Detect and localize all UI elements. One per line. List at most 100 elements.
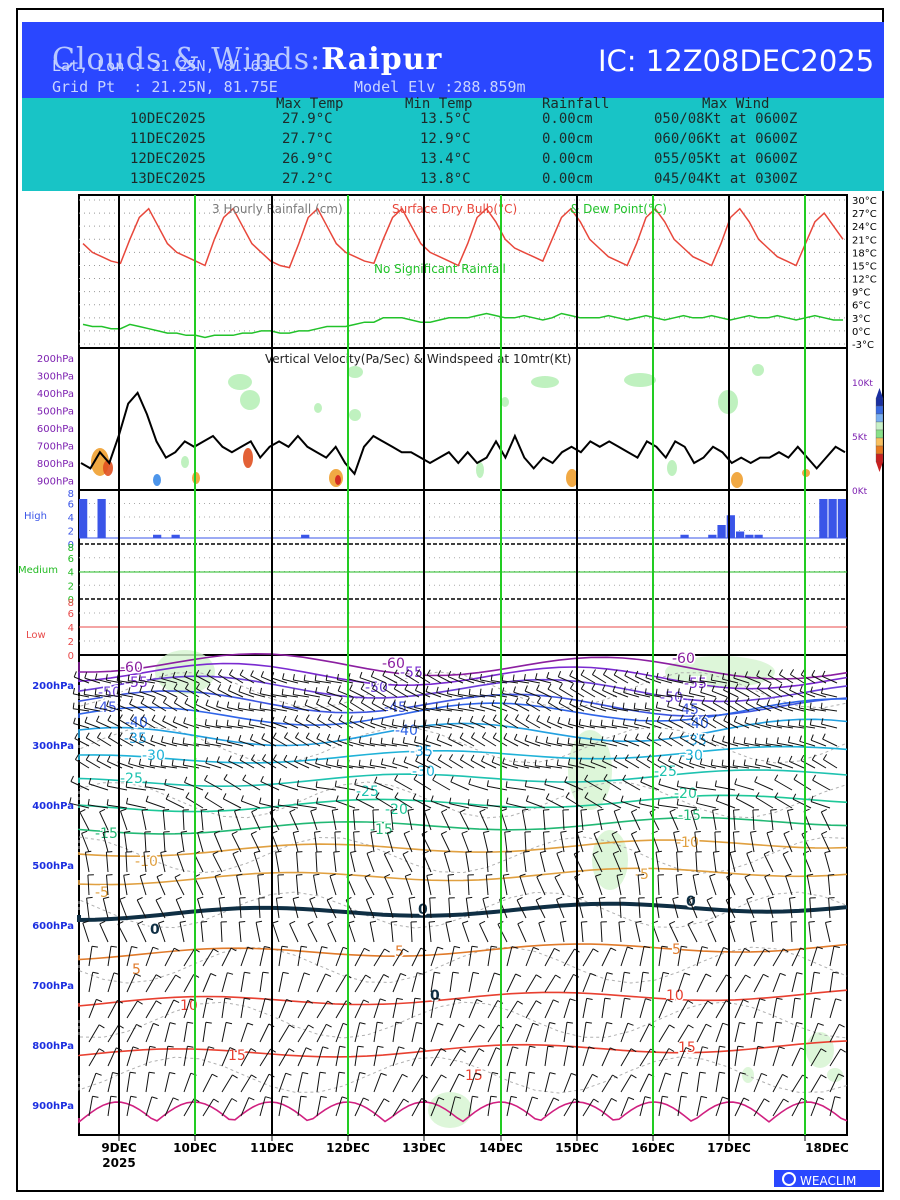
table-cell-date: 10DEC2025 bbox=[130, 111, 206, 127]
vv-colorbar-swatch bbox=[875, 405, 884, 415]
vv-colorbar-top-arrow bbox=[876, 388, 883, 398]
wind-barb-flag bbox=[350, 850, 357, 853]
wind-barb bbox=[688, 899, 698, 919]
rainfall-title: 3 Hourly Rainfall (cm) bbox=[212, 202, 343, 216]
grid-point-label: Grid Pt : 21.25N, 81.75E bbox=[52, 78, 278, 96]
wind-barb-flag bbox=[721, 759, 724, 766]
wind-barb bbox=[381, 743, 398, 747]
wind-barb-flag bbox=[446, 687, 450, 694]
wind-barb bbox=[752, 809, 755, 831]
wind-barb bbox=[680, 737, 695, 747]
wind-barb bbox=[592, 674, 607, 684]
wind-barb-flag bbox=[613, 850, 619, 855]
wind-barb bbox=[736, 798, 755, 809]
wind-barb bbox=[766, 724, 783, 729]
wind-barb bbox=[458, 677, 475, 684]
wind-barb-flag bbox=[96, 754, 101, 761]
wind-barb-flag bbox=[360, 697, 365, 703]
wind-barb-flag bbox=[171, 736, 174, 743]
contour-label: -40 bbox=[686, 716, 709, 732]
wind-barb bbox=[297, 785, 318, 791]
contour-label: 5 bbox=[132, 962, 141, 978]
wind-barb-flag bbox=[606, 972, 613, 975]
wind-barb-flag bbox=[250, 670, 254, 677]
wind-barb-flag bbox=[820, 687, 824, 694]
wind-barb bbox=[119, 719, 134, 729]
wind-barb bbox=[487, 1096, 492, 1117]
wind-barb-flag bbox=[217, 684, 222, 690]
wind-barb bbox=[373, 948, 385, 967]
wind-barb-flag bbox=[334, 780, 337, 787]
wind-barb bbox=[128, 692, 145, 698]
wind-barb-flag bbox=[787, 736, 791, 743]
wind-barb-flag bbox=[589, 719, 592, 726]
wind-barb bbox=[559, 688, 574, 698]
wind-barb bbox=[812, 759, 827, 769]
wind-barb bbox=[221, 998, 226, 1019]
wind-barb-flag bbox=[229, 1047, 236, 1051]
wind-barb-flag bbox=[755, 717, 758, 724]
wind-barb-flag bbox=[210, 973, 217, 977]
wind-barb bbox=[640, 781, 660, 791]
wind-barb-flag bbox=[412, 793, 417, 800]
wind-barb bbox=[479, 923, 489, 943]
wind-barb-flag bbox=[160, 850, 167, 853]
wind-barb bbox=[580, 704, 596, 712]
wind-barb bbox=[183, 722, 200, 729]
wind-barb bbox=[800, 759, 816, 769]
wind-barb bbox=[700, 763, 717, 769]
wind-barb-flag bbox=[94, 688, 97, 695]
wind-barb bbox=[349, 720, 365, 729]
contour-label: 0 bbox=[150, 922, 160, 938]
wind-barb bbox=[412, 798, 432, 809]
wind-barb bbox=[712, 810, 717, 831]
wind-barb bbox=[326, 691, 343, 698]
wind-barb-flag bbox=[566, 1021, 573, 1024]
temperature-panel: 30°C27°C24°C21°C18°C15°C12°C9°C6°C3°C0°C… bbox=[78, 194, 877, 351]
wind-barb bbox=[701, 738, 717, 747]
wind-barb bbox=[84, 694, 101, 698]
wind-barb-flag bbox=[256, 920, 263, 923]
wind-barb bbox=[126, 973, 136, 993]
wind-barb-flag bbox=[546, 716, 551, 722]
wind-barb-flag bbox=[737, 1045, 744, 1048]
x-axis-date-label: 11DEC bbox=[250, 1141, 294, 1155]
wind-barb bbox=[469, 694, 486, 698]
wind-barb bbox=[525, 1000, 537, 1019]
wind-barb-flag bbox=[384, 873, 391, 878]
wind-barb-flag bbox=[820, 702, 823, 709]
wind-barb-flag bbox=[743, 759, 746, 766]
wind-barb-flag bbox=[501, 687, 505, 694]
wind-barb-flag bbox=[215, 719, 218, 726]
vv-colorbar-swatch bbox=[875, 397, 884, 407]
wind-barb-flag bbox=[151, 697, 156, 703]
cloud-tick-label: 4 bbox=[68, 513, 74, 524]
high-cloud-bar bbox=[708, 534, 717, 538]
wind-barb-flag bbox=[553, 1097, 560, 1101]
wind-barb-flag bbox=[492, 732, 497, 739]
wind-barb bbox=[544, 999, 554, 1019]
wind-barb-flag bbox=[754, 776, 758, 783]
wind-barb bbox=[161, 678, 178, 684]
wind-barb bbox=[515, 719, 530, 729]
wind-barb-flag bbox=[591, 683, 596, 690]
wind-barb-flag bbox=[371, 697, 376, 704]
wind-barb-flag bbox=[414, 684, 419, 691]
wind-barb bbox=[227, 741, 244, 747]
wind-barb-flag bbox=[503, 873, 510, 876]
wind-barb bbox=[656, 694, 673, 698]
wind-barb-flag bbox=[524, 734, 528, 741]
wind-barb-flag bbox=[145, 795, 149, 802]
wind-barb bbox=[829, 1073, 839, 1093]
wind-barb bbox=[99, 811, 109, 831]
wind-barb bbox=[88, 1048, 100, 1067]
wind-barb bbox=[601, 725, 618, 729]
wind-barb-flag bbox=[248, 702, 251, 709]
wind-barb-flag bbox=[699, 1071, 706, 1074]
wind-barb bbox=[371, 702, 387, 712]
wind-barb-flag bbox=[181, 830, 188, 833]
wind-barb-flag bbox=[195, 683, 201, 689]
contour-label: -15 bbox=[678, 808, 701, 824]
wind-barb-flag bbox=[680, 1095, 687, 1098]
